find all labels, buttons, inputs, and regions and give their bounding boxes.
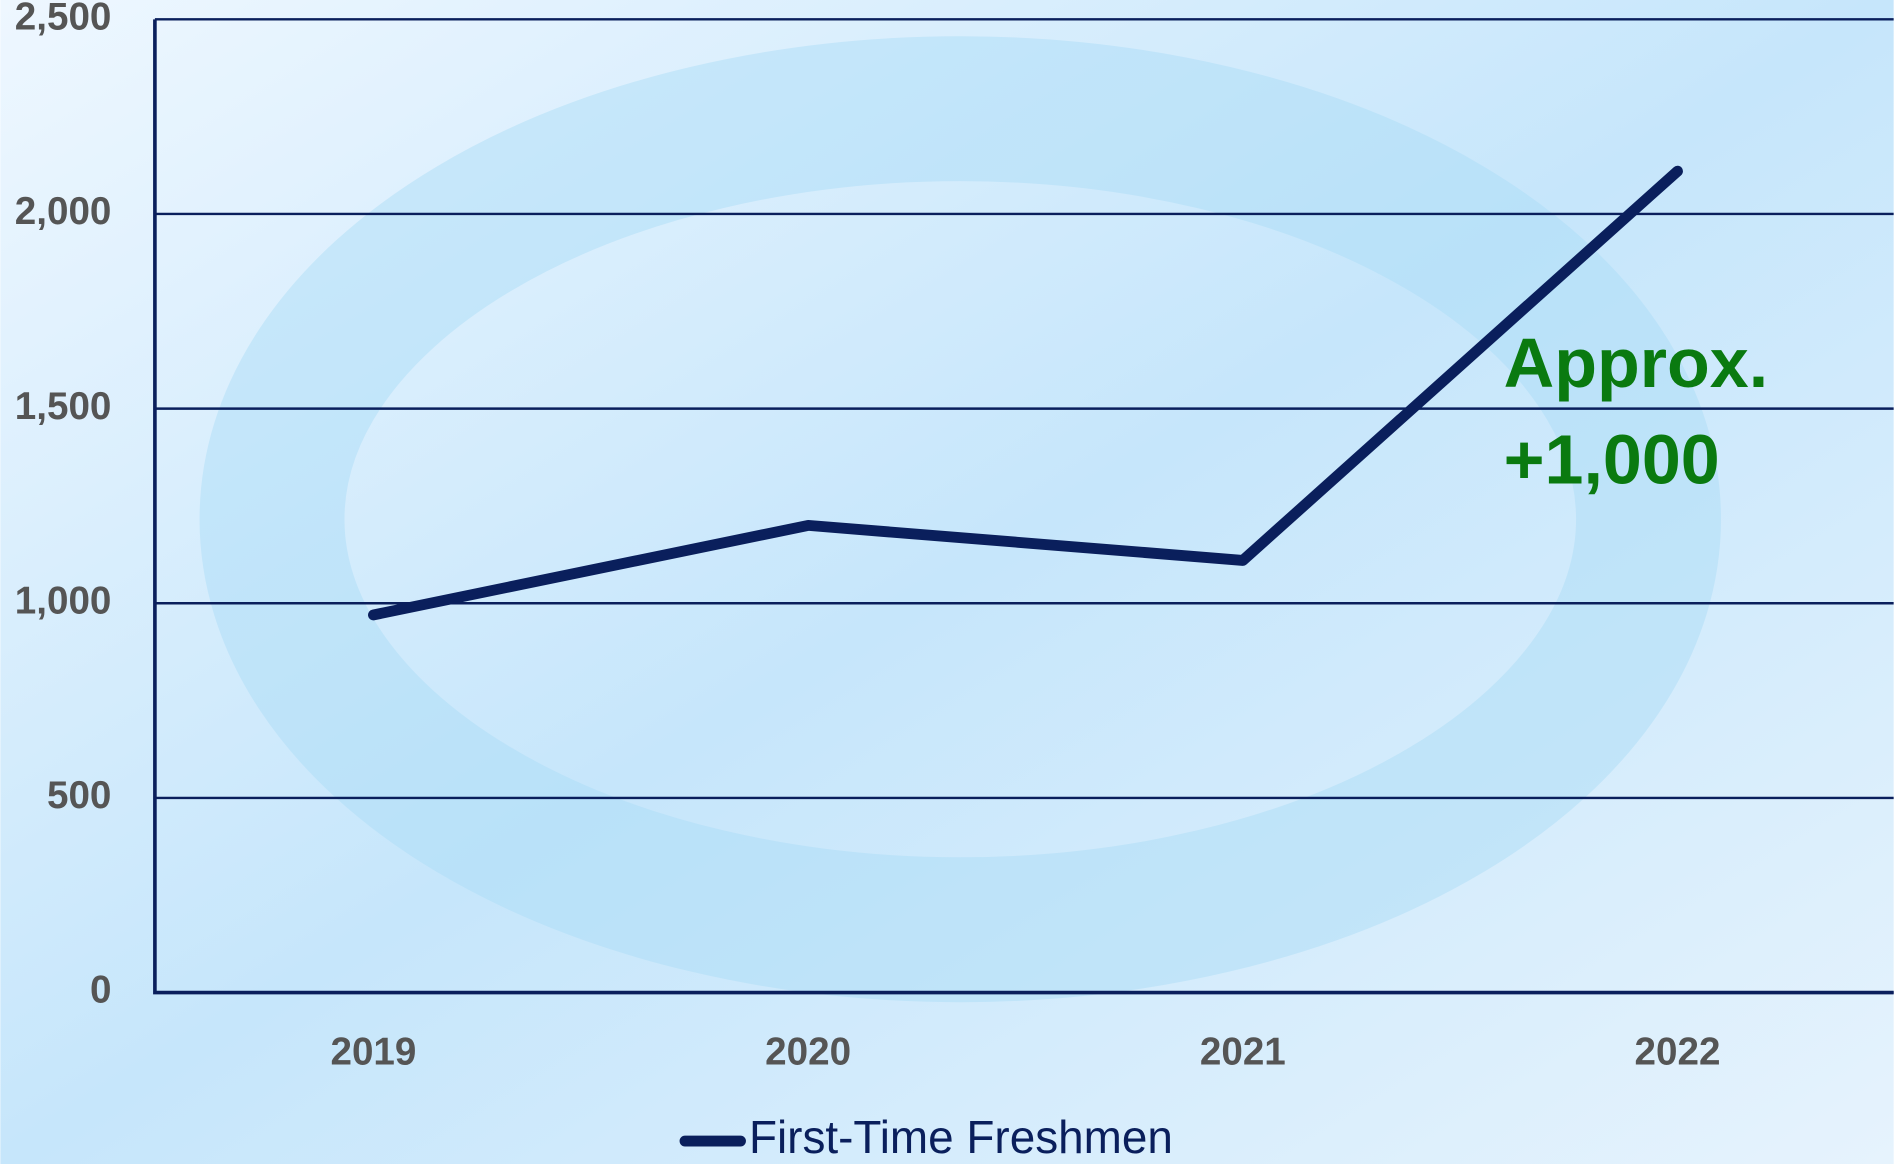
x-tick-label: 2021 bbox=[1200, 1030, 1286, 1073]
x-tick-label: 2022 bbox=[1635, 1030, 1721, 1073]
y-tick-label: 2,500 bbox=[15, 0, 112, 39]
data-line bbox=[368, 165, 1683, 621]
y-tick-label: 1,000 bbox=[15, 579, 112, 622]
annotation: +1,000 bbox=[1504, 420, 1720, 498]
y-tick-label: 2,000 bbox=[15, 190, 112, 233]
background-swirl bbox=[199, 36, 1721, 1003]
y-tick-label: 500 bbox=[47, 774, 111, 817]
x-tick-label: 2020 bbox=[765, 1030, 851, 1073]
annotation: Approx. bbox=[1504, 324, 1769, 402]
legend-label: First-Time Freshmen bbox=[749, 1111, 1173, 1163]
y-tick-label: 1,500 bbox=[15, 385, 112, 428]
y-tick-label: 0 bbox=[90, 969, 111, 1012]
x-tick-label: 2019 bbox=[330, 1030, 416, 1073]
